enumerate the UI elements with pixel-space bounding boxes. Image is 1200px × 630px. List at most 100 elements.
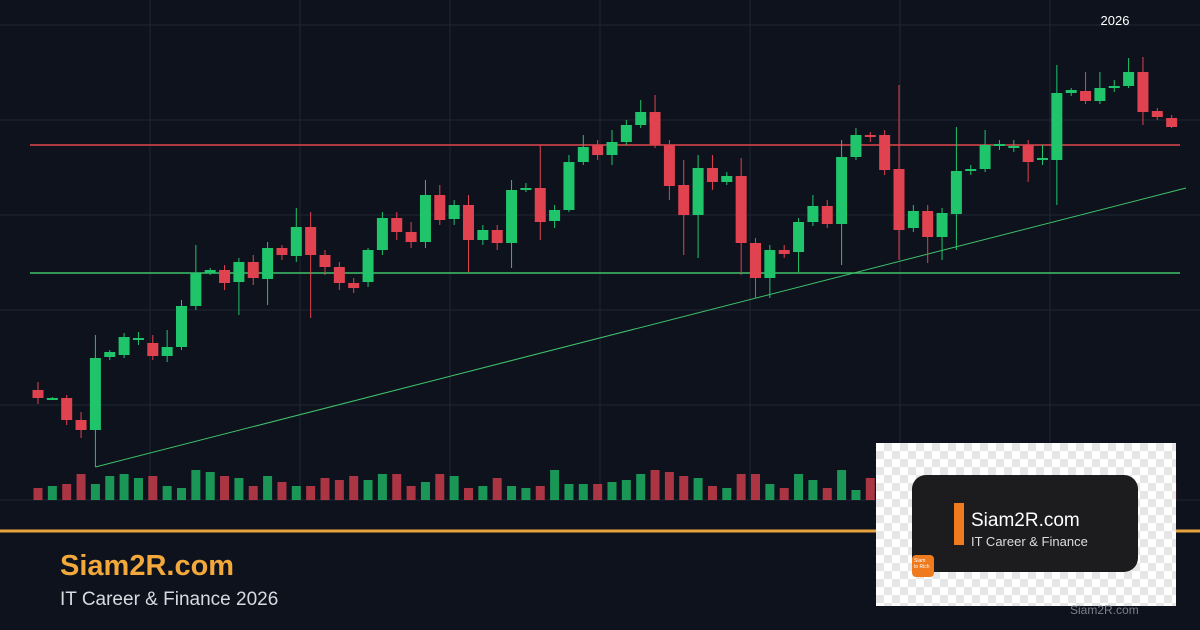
volume-bar — [291, 486, 301, 500]
candle-body — [1080, 91, 1092, 101]
volume-bar — [492, 478, 502, 500]
candle-body — [1108, 86, 1120, 88]
volume-bar — [306, 486, 316, 500]
brand-tagline: IT Career & Finance 2026 — [60, 589, 279, 610]
volume-bar — [406, 486, 416, 500]
candle-body — [477, 230, 489, 240]
candle-body — [147, 343, 159, 356]
candle-body — [118, 337, 130, 355]
volume-bar — [234, 478, 244, 500]
volume-bar — [277, 482, 287, 500]
volume-bar — [607, 482, 617, 500]
volume-bar — [865, 478, 875, 500]
logo: Siam2R.com IT Career & Finance Siam to R… — [876, 443, 1176, 606]
candle-body — [290, 227, 302, 256]
trend-line — [95, 187, 1187, 468]
volume-bar — [392, 474, 402, 500]
candle-body — [204, 270, 216, 273]
candle-body — [534, 188, 546, 222]
volume-bar — [822, 488, 832, 500]
candle-body — [821, 206, 833, 224]
candle-body — [463, 205, 474, 240]
volume-bar — [191, 470, 201, 500]
volume-bar — [679, 476, 689, 500]
candle-body — [1022, 145, 1034, 162]
candle-body — [190, 273, 202, 306]
logo-card: Siam2R.com IT Career & Finance Siam to R… — [912, 475, 1138, 577]
volume-bar — [349, 476, 359, 500]
candle-body — [592, 145, 604, 155]
candle-body — [1008, 146, 1020, 148]
volume-bar — [162, 486, 172, 500]
badge-text: to Rich — [914, 564, 930, 570]
candle-body — [434, 195, 446, 220]
candle-body — [391, 218, 403, 232]
candle-body — [907, 211, 919, 228]
candle-body — [750, 243, 761, 278]
candle-body — [333, 267, 345, 283]
candle-body — [1037, 158, 1048, 160]
candle-body — [319, 255, 331, 267]
candle-body — [864, 135, 876, 137]
candle-body — [778, 250, 790, 254]
volume-bar — [47, 486, 57, 500]
candle-body — [735, 176, 747, 243]
candle-body — [233, 262, 245, 282]
candle-body — [1137, 72, 1149, 112]
volume-bar — [377, 474, 387, 500]
volume-bar — [435, 474, 445, 500]
candle-body — [262, 248, 274, 279]
candle-body — [635, 112, 647, 125]
volume-bar — [33, 488, 43, 500]
candle-body — [305, 227, 317, 255]
candle-body — [936, 213, 948, 237]
logo-name: Siam2R.com — [971, 510, 1080, 531]
volume-bar — [808, 480, 818, 500]
volume-bar — [449, 476, 459, 500]
candle-body — [721, 176, 733, 182]
volume-bar — [736, 474, 746, 500]
candle-body — [1065, 90, 1077, 93]
candle-body — [549, 210, 561, 221]
volume-bar — [177, 488, 186, 500]
candle-body — [950, 171, 962, 214]
candle-body — [577, 147, 589, 162]
candle-body — [419, 195, 431, 242]
volume-bar — [205, 472, 215, 500]
volume-bar — [751, 474, 760, 500]
volume-bar — [578, 484, 588, 500]
marks — [30, 57, 1187, 500]
candle-body — [89, 358, 101, 430]
chart-label: 2026 — [1101, 13, 1130, 28]
volume-bar — [334, 480, 344, 500]
candle-body — [807, 206, 819, 222]
candle-body — [793, 222, 805, 252]
candle-body — [979, 145, 991, 169]
volume-bar — [707, 486, 717, 500]
volume-bar — [765, 484, 775, 500]
volume-bar — [119, 474, 129, 500]
candle-body — [32, 390, 44, 398]
candle-body — [836, 157, 848, 224]
volume-bar — [420, 482, 430, 500]
candle-body — [663, 145, 675, 186]
grid — [0, 0, 1200, 501]
volume-bar — [550, 470, 560, 500]
volume-bar — [636, 474, 646, 500]
volume-bar — [521, 488, 531, 500]
candle-body — [176, 306, 187, 347]
candle-body — [922, 211, 934, 237]
candle-body — [706, 168, 718, 182]
brand-name: Siam2R.com — [60, 550, 235, 582]
volume-bar — [464, 488, 473, 500]
volume-bar — [779, 488, 789, 500]
volume-bar — [650, 470, 660, 500]
volume-bar — [76, 474, 86, 500]
volume-bar — [248, 486, 258, 500]
volume-bar — [664, 472, 674, 500]
candle-body — [1166, 118, 1178, 127]
candle-body — [362, 250, 374, 282]
candle-body — [219, 270, 231, 283]
volume-bar — [263, 476, 273, 500]
candle-body — [1151, 111, 1163, 117]
